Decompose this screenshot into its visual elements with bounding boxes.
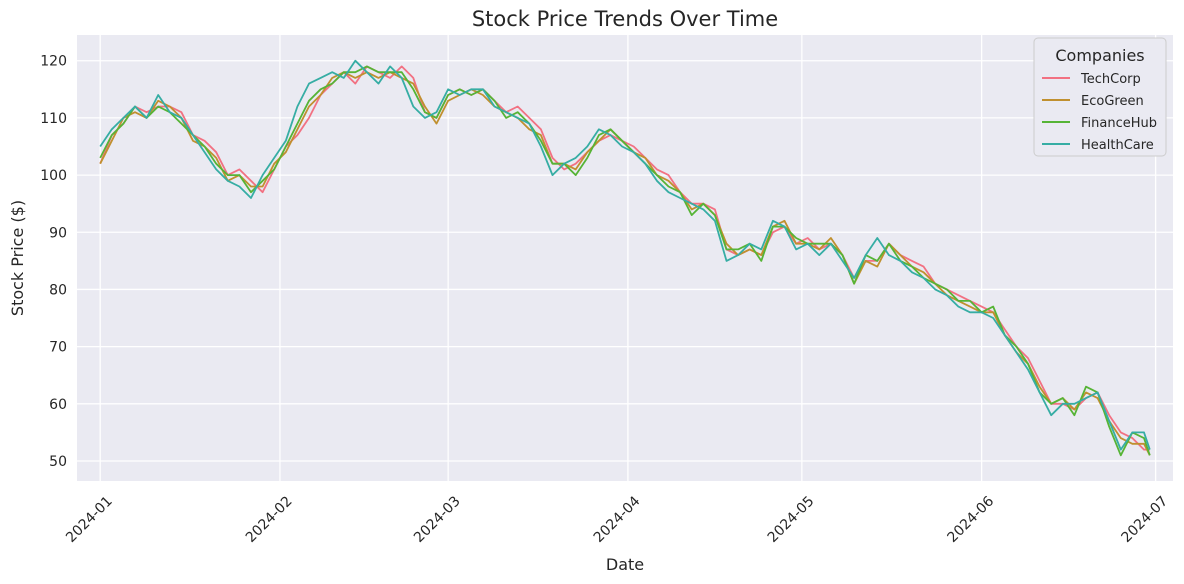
x-tick-label: 2024-02 [243,493,296,546]
y-tick-label: 100 [40,168,67,184]
legend-box [1033,37,1167,157]
legend: Companies TechCorp EcoGreen FinanceHub Heal… [1033,37,1167,157]
y-axis-label: Stock Price ($) [8,200,27,316]
chart-title: Stock Price Trends Over Time [472,7,778,31]
plot-area-background [77,35,1173,481]
x-tick-label: 2024-06 [945,493,998,546]
x-tick-label: 2024-01 [63,493,116,546]
series-line-financehub [99,65,1151,457]
y-axis-ticks: 50 60 70 80 90 100 110 120 [40,54,67,470]
legend-label-ecogreen: EcoGreen [1081,94,1144,109]
legend-label-healthcare: HealthCare [1081,138,1154,153]
x-tick-label: 2024-04 [591,493,644,546]
legend-label-techcorp: TechCorp [1080,72,1141,87]
grid [77,35,1173,481]
x-axis-label: Date [606,555,644,574]
y-tick-label: 90 [49,225,67,241]
x-axis-ticks: 2024-01 2024-02 2024-03 2024-04 2024-05 2024-… [63,493,1171,546]
series-line-healthcare [99,59,1151,451]
y-tick-label: 110 [40,111,67,127]
legend-title: Companies [1055,46,1144,65]
y-tick-label: 80 [49,282,67,298]
y-tick-label: 50 [49,454,67,470]
x-tick-label: 2024-05 [765,493,818,546]
y-tick-label: 70 [49,340,67,356]
legend-label-financehub: FinanceHub [1081,116,1157,131]
series-lines [99,59,1151,457]
y-tick-label: 120 [40,54,67,70]
y-tick-label: 60 [49,397,67,413]
x-tick-label: 2024-03 [411,493,464,546]
x-tick-label: 2024-07 [1119,493,1172,546]
